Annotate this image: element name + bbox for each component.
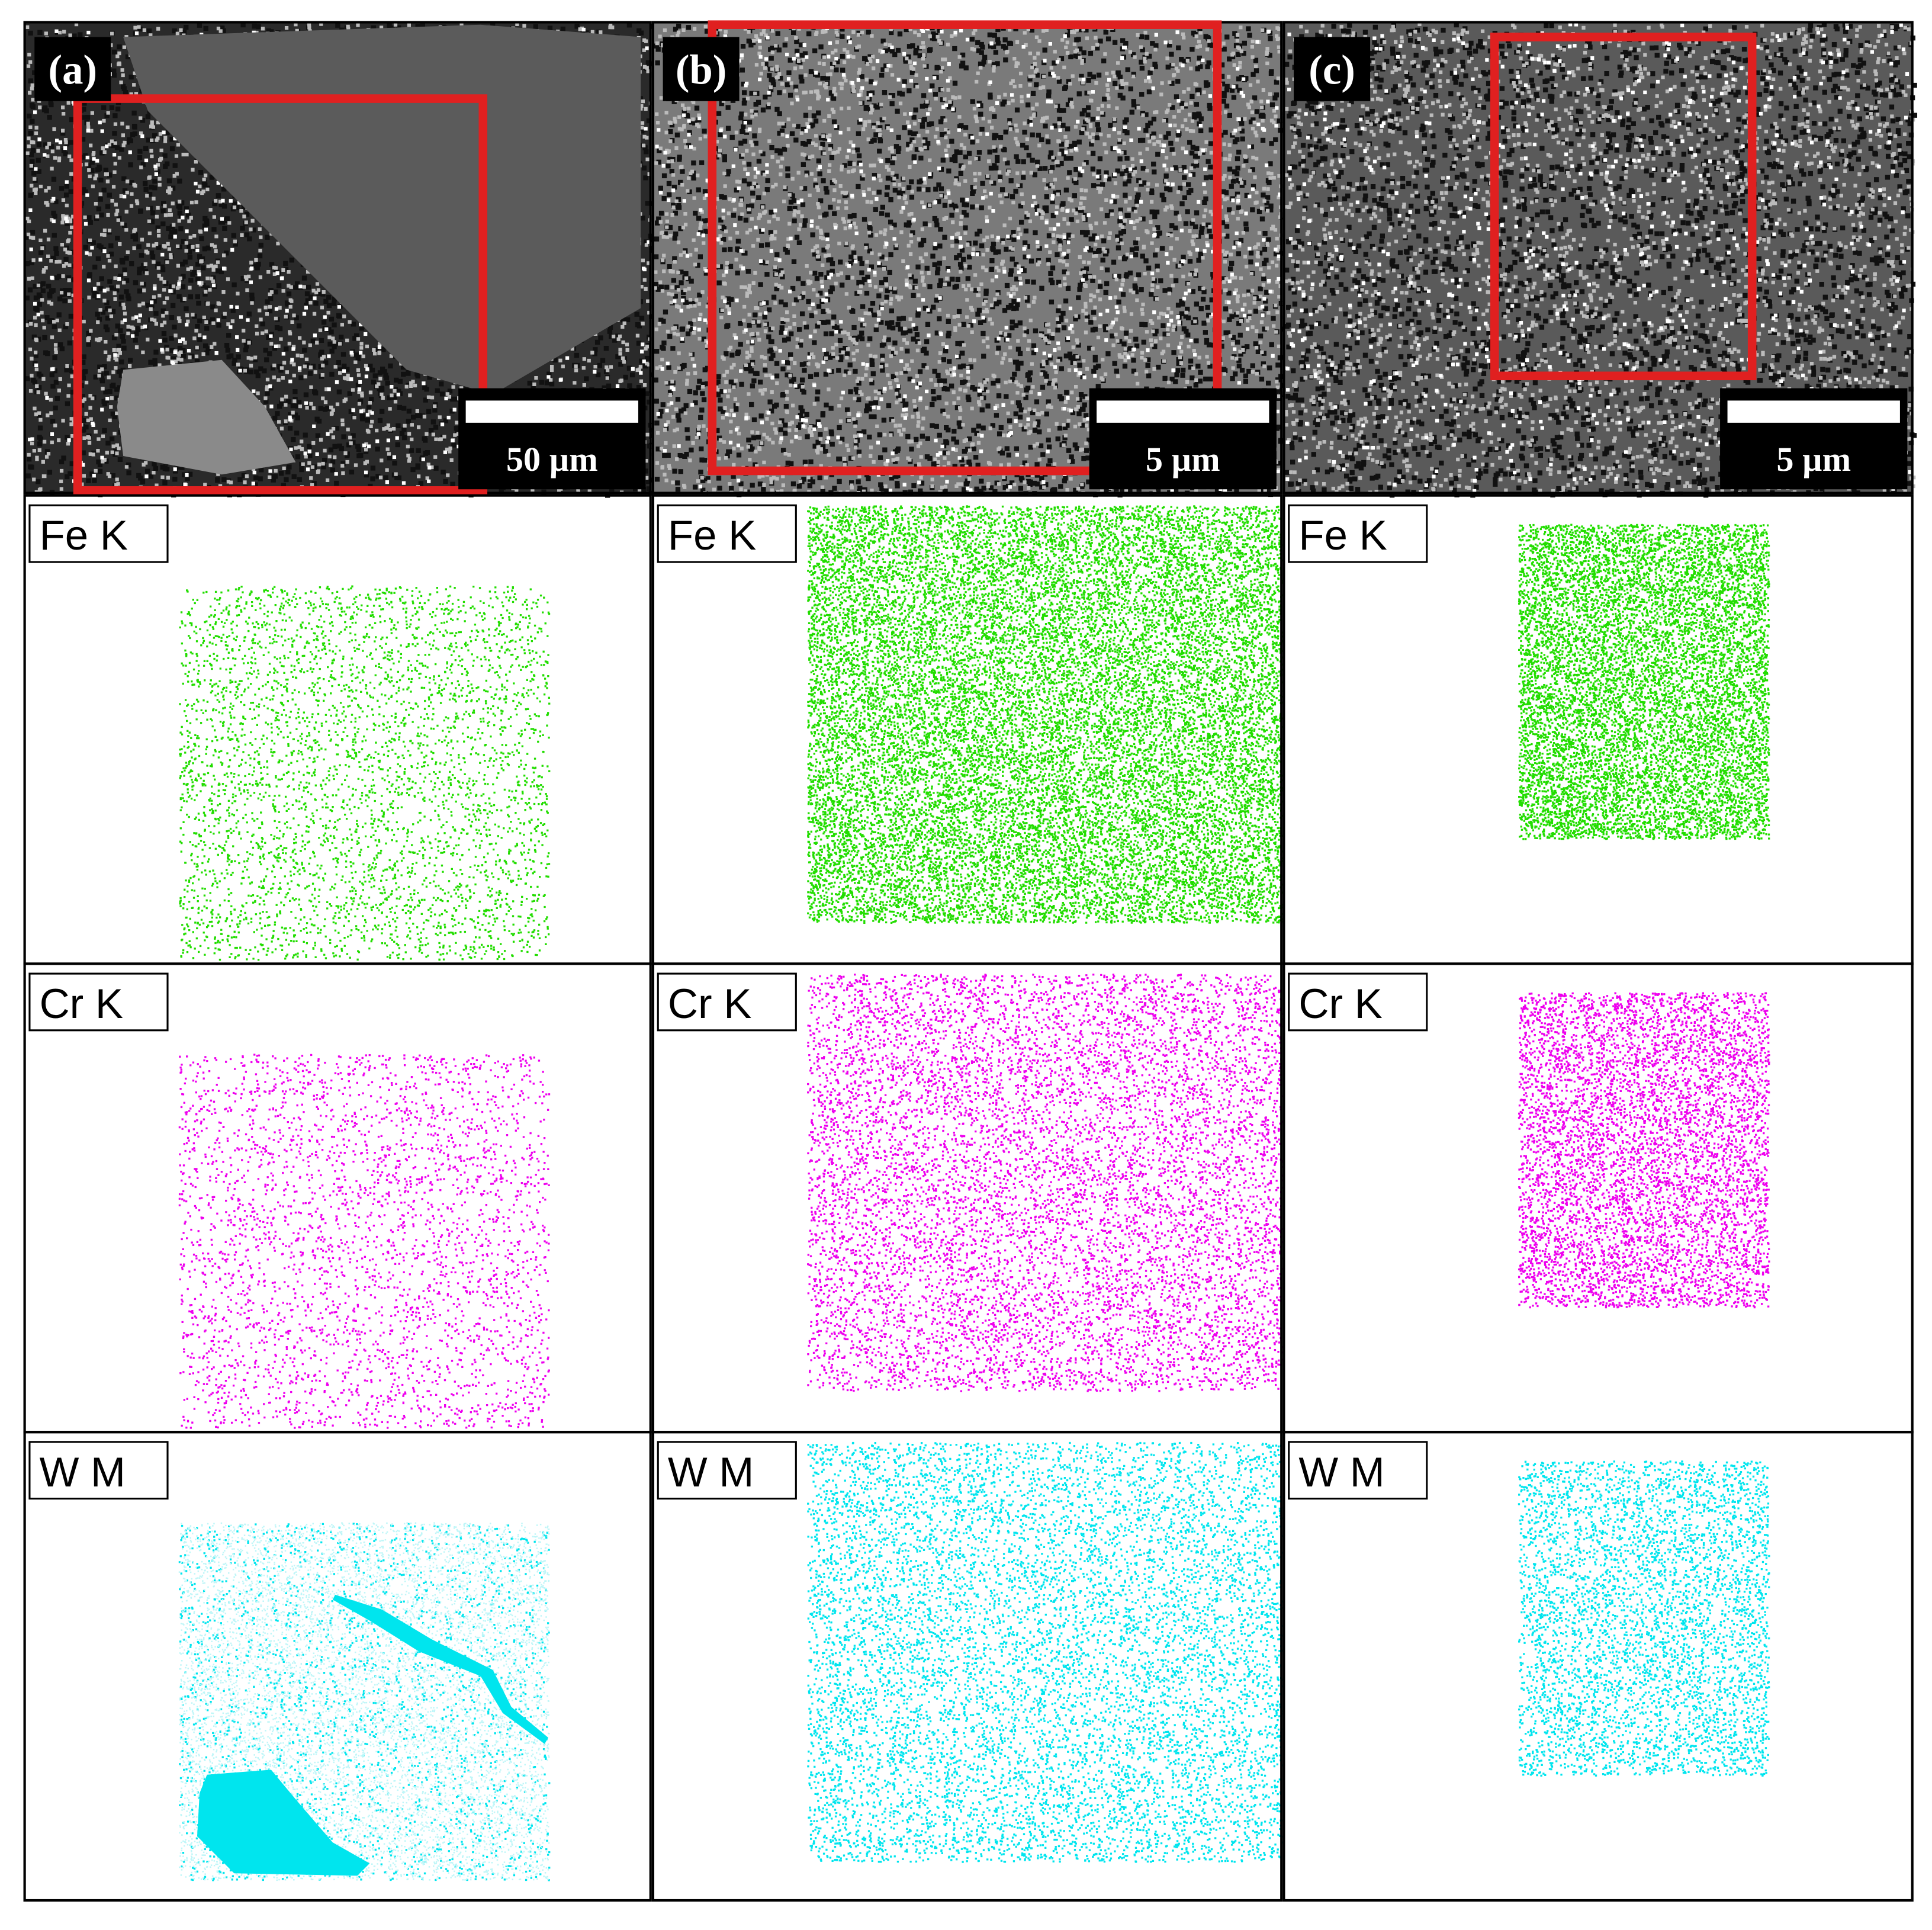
element-label-box	[1288, 1441, 1428, 1500]
scale-bar	[1097, 400, 1269, 423]
panel-tag-bg	[1294, 37, 1371, 101]
dot-pattern	[653, 23, 1285, 497]
element-label: Cr K	[40, 980, 124, 1027]
scale-bar-label: 5 µm	[1776, 440, 1851, 479]
panel-tag-bg	[34, 37, 111, 101]
eds-map: Cr K	[1282, 962, 1914, 1434]
sem-frame	[1282, 21, 1914, 494]
element-label: Fe K	[40, 512, 128, 558]
w-rich-particle	[197, 1770, 370, 1876]
sem-image: (a) 50 µm	[23, 21, 656, 498]
figure-content: (a) 50 µm Fe K Cr K W M (b) 5 µm Fe K Cr K W M (c)…	[23, 20, 1918, 1902]
element-label-box	[1288, 972, 1428, 1032]
panel-tag: (c)	[1309, 47, 1355, 94]
inclusion	[117, 359, 296, 475]
dot-pattern	[179, 585, 551, 961]
dot-pattern	[1518, 1460, 1770, 1777]
element-label: W M	[40, 1449, 126, 1495]
sem-image: (c) 5 µm	[1282, 21, 1918, 498]
dot-pattern	[653, 22, 1287, 497]
element-label-box	[657, 972, 797, 1032]
dot-pattern	[807, 974, 1284, 1392]
panel-tag: (a)	[49, 47, 98, 94]
element-label-box	[657, 504, 797, 563]
eds-map: Fe K	[1282, 494, 1914, 965]
panel-tag: (b)	[676, 47, 726, 94]
element-label: Fe K	[1298, 512, 1387, 558]
grain-region	[123, 24, 641, 394]
scale-bar	[465, 400, 638, 423]
element-label: Fe K	[668, 512, 756, 558]
selected-area-box	[1490, 33, 1757, 381]
eds-map: W M	[1282, 1431, 1914, 1902]
scale-bar	[1727, 400, 1900, 423]
scale-bar-label: 5 µm	[1146, 440, 1220, 479]
dot-pattern	[178, 1054, 551, 1429]
w-rich-streak	[332, 1594, 549, 1744]
element-label-box	[657, 1441, 797, 1500]
element-label-box	[28, 504, 169, 563]
eds-map: W M	[23, 1431, 652, 1902]
dot-pattern	[1518, 524, 1770, 840]
element-label-box	[28, 972, 169, 1032]
element-label-box	[28, 1441, 169, 1500]
element-label: W M	[668, 1449, 754, 1495]
map-frame	[23, 1431, 652, 1902]
selected-area-box	[708, 20, 1222, 476]
sem-image: (b) 5 µm	[651, 20, 1287, 497]
selected-area-box	[73, 94, 488, 495]
dot-pattern	[807, 1441, 1284, 1863]
element-label: W M	[1298, 1449, 1384, 1495]
scale-bar-label: 50 µm	[506, 440, 598, 479]
element-label: Cr K	[668, 980, 752, 1027]
element-label: Cr K	[1298, 980, 1383, 1027]
map-frame	[651, 1431, 1283, 1902]
dot-pattern	[1284, 22, 1916, 497]
dot-pattern	[1284, 22, 1918, 498]
dot-pattern	[655, 24, 1284, 495]
map-frame	[1282, 1431, 1914, 1902]
dot-pattern	[1518, 992, 1770, 1309]
panel-tag-bg	[663, 37, 740, 101]
element-label-box	[1288, 504, 1428, 563]
eds-map: W M	[651, 1431, 1284, 1902]
dot-pattern	[178, 1522, 550, 1881]
